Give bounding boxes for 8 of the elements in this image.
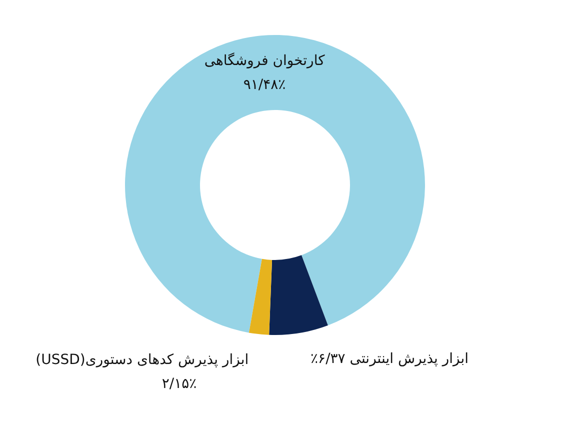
donut-slice: [125, 35, 425, 333]
donut-slice: [248, 258, 272, 335]
slice-label: کارتخوان فروشگاهی: [204, 52, 326, 69]
donut-slice: [269, 255, 328, 335]
data-label: ۹۱/۴۸٪: [243, 76, 286, 93]
data-label: ۲/۱۵٪: [162, 376, 197, 392]
slice-label: ابزار پذیرش کدهای دستوری(USSD): [36, 352, 249, 368]
slice-label: ابزار پذیرش اینترنتی ۶/۳۷٪: [310, 350, 469, 367]
